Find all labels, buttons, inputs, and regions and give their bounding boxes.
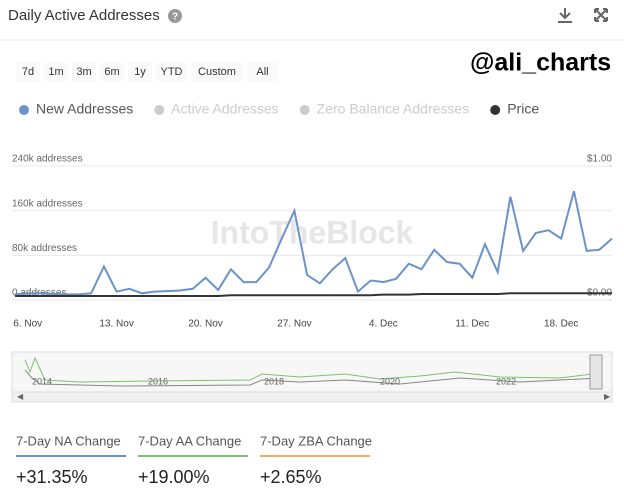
navigator: ◀ ▶ — [11, 351, 613, 403]
legend-marker — [19, 105, 29, 115]
range-button[interactable]: YTD — [156, 62, 187, 82]
series-line — [14, 190, 613, 296]
navigator-year: 2020 — [380, 376, 400, 386]
watermark-handle: @ali_charts — [470, 49, 611, 77]
button-label: YTD — [161, 66, 183, 78]
button-label: 3m — [76, 66, 91, 78]
button-bg — [128, 62, 152, 82]
navigator-year: 2016 — [148, 376, 168, 386]
button-label: 6m — [104, 66, 119, 78]
navigator-year: 2018 — [264, 376, 284, 386]
brand-watermark: IntoTheBlock — [211, 214, 414, 250]
x-tick-label: 27. Nov — [277, 319, 311, 330]
legend-marker — [490, 105, 501, 115]
download-icon[interactable] — [558, 8, 572, 23]
legend-label: Active Addresses — [171, 101, 278, 117]
x-tick-label: 20. Nov — [188, 319, 222, 330]
x-tick-label: 4. Dec — [369, 319, 398, 330]
x-tick-label: 11. Dec — [455, 319, 489, 330]
legend-item[interactable]: Price — [490, 101, 539, 117]
range-button[interactable]: 7d — [16, 62, 40, 82]
button-label: Custom — [198, 66, 236, 78]
widget-title: Daily Active Addresses — [8, 7, 160, 24]
legend-label: Zero Balance Addresses — [317, 101, 470, 117]
button-label: 1y — [134, 66, 146, 78]
legend-label: New Addresses — [36, 101, 133, 117]
legend-item[interactable]: Active Addresses — [154, 101, 279, 117]
button-bg — [100, 62, 124, 82]
range-button[interactable]: Custom — [191, 62, 243, 82]
button-bg — [44, 62, 68, 82]
range-button[interactable]: 6m — [100, 62, 124, 82]
stat-label: 7-Day NA Change — [16, 433, 121, 448]
expand-icon[interactable] — [594, 8, 608, 22]
range-button[interactable]: 3m — [72, 62, 96, 82]
button-bg — [72, 62, 96, 82]
series-line — [15, 292, 612, 297]
legend-marker — [154, 105, 165, 115]
y2-tick-label: $1.00 — [587, 154, 612, 165]
range-button[interactable]: 1m — [44, 62, 68, 82]
help-icon[interactable]: ? — [168, 9, 182, 23]
button-bg — [156, 62, 187, 82]
legend-marker — [299, 105, 310, 115]
legend-label: Price — [507, 101, 539, 117]
button-label: All — [256, 66, 268, 78]
svg-text:?: ? — [172, 12, 178, 23]
button-label: 1m — [48, 66, 63, 78]
range-button[interactable]: 1y — [128, 62, 152, 82]
range-button[interactable]: All — [247, 62, 278, 82]
button-label: 7d — [22, 66, 34, 78]
stat-value: +2.65% — [260, 467, 322, 487]
stat-label: 7-Day ZBA Change — [260, 433, 372, 448]
x-tick-label: 13. Nov — [99, 319, 133, 330]
stat-value: +19.00% — [138, 467, 210, 487]
button-bg — [191, 62, 243, 82]
stat-value: +31.35% — [16, 467, 88, 487]
legend-item[interactable]: New Addresses — [19, 101, 133, 117]
x-tick-label: 18. Dec — [544, 319, 578, 330]
y-tick-label: 240k addresses — [12, 154, 83, 165]
button-bg — [247, 62, 278, 82]
stat-label: 7-Day AA Change — [138, 433, 241, 448]
x-tick-label: 6. Nov — [13, 319, 42, 330]
navigator-year: 2022 — [496, 376, 516, 386]
svg-text:▶: ▶ — [604, 392, 611, 401]
y-tick-label: 160k addresses — [12, 198, 83, 209]
y-tick-label: 80k addresses — [12, 243, 77, 254]
legend-item[interactable]: Zero Balance Addresses — [299, 101, 470, 117]
svg-text:◀: ◀ — [17, 392, 24, 401]
navigator-year: 2014 — [32, 376, 52, 386]
button-bg — [16, 62, 40, 82]
